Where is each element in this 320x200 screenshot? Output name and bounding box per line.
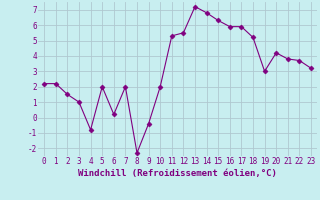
X-axis label: Windchill (Refroidissement éolien,°C): Windchill (Refroidissement éolien,°C)	[78, 169, 277, 178]
